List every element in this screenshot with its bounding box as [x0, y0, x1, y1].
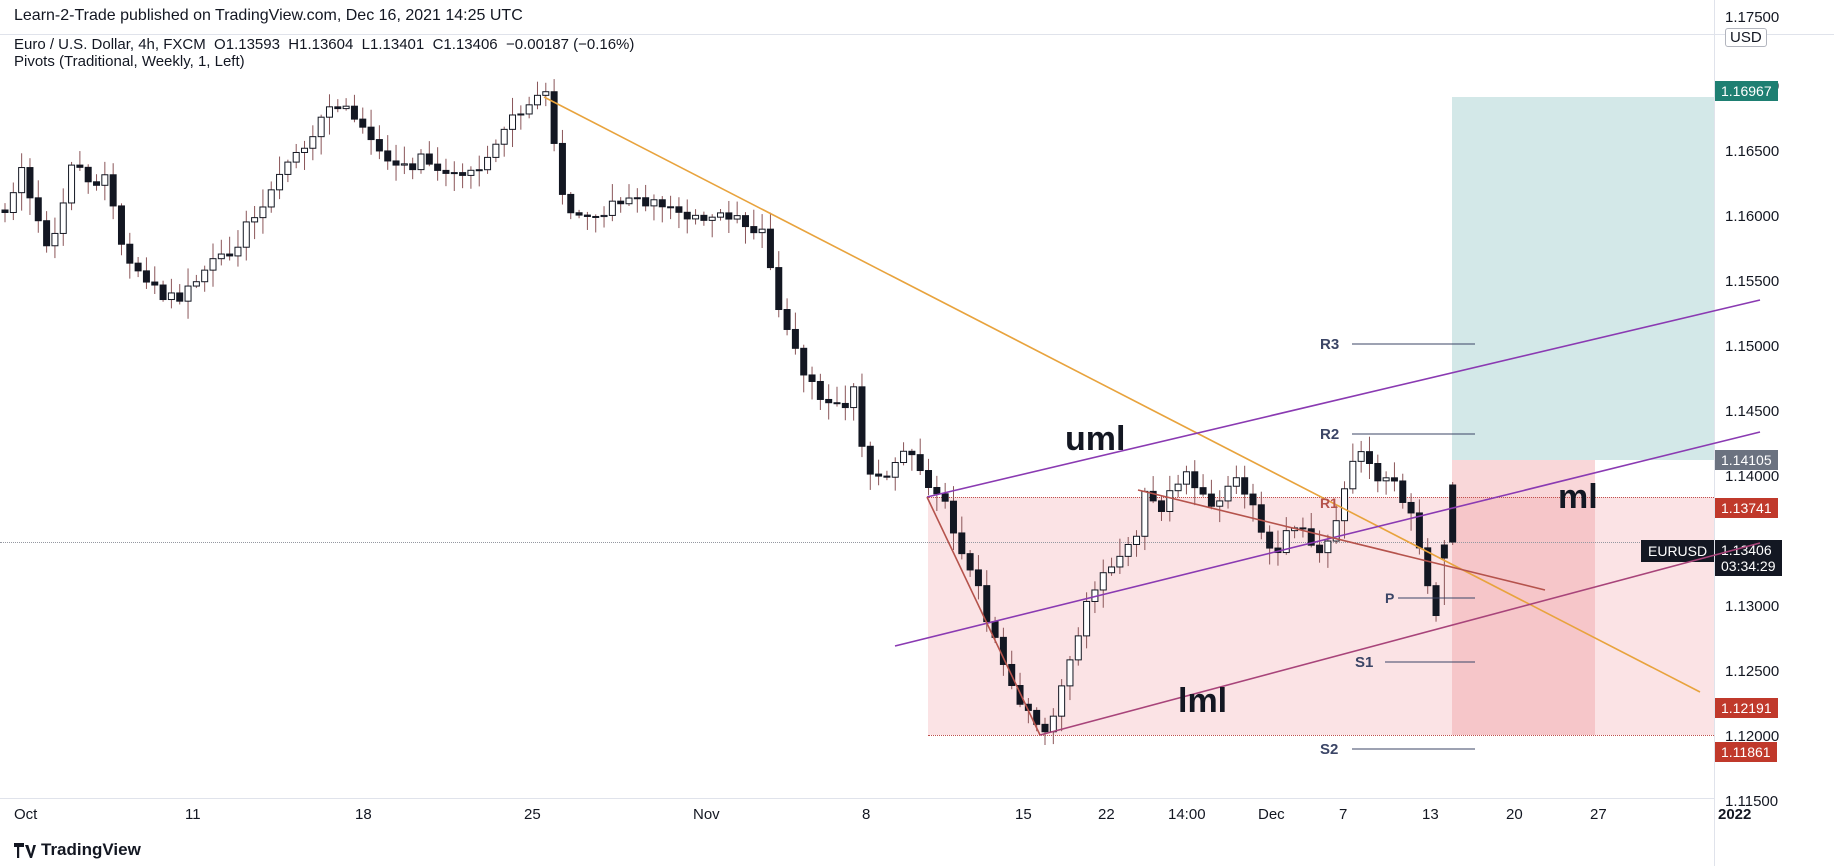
svg-text:uml: uml	[1065, 420, 1125, 458]
svg-text:ml: ml	[1558, 478, 1598, 516]
svg-text:R3: R3	[1320, 336, 1339, 353]
svg-text:S2: S2	[1320, 741, 1338, 758]
svg-text:lml: lml	[1178, 682, 1227, 720]
svg-text:R2: R2	[1320, 426, 1339, 443]
svg-text:P: P	[1385, 590, 1394, 606]
svg-text:R1: R1	[1320, 495, 1338, 511]
svg-text:S1: S1	[1355, 654, 1373, 671]
